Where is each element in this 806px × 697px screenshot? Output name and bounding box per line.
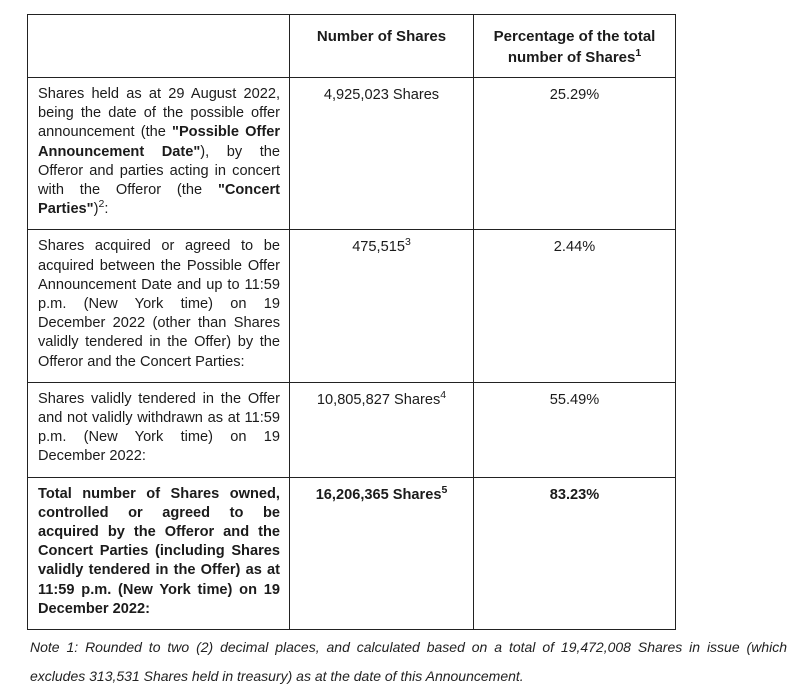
- row-label: Shares held as at 29 August 2022, being …: [27, 76, 290, 231]
- footnote-ref-1: 1: [635, 47, 642, 59]
- table-header-row: Number of Shares Percentage of the total…: [27, 14, 676, 78]
- shares-value: 4,925,023 Shares: [323, 87, 440, 103]
- table-row: Shares validly tendered in the Offer and…: [27, 381, 676, 478]
- row-number-of-shares: 475,5153: [289, 229, 474, 383]
- header-percentage-text: Percentage of the total number of Shares: [493, 28, 656, 66]
- row-number-of-shares: 4,925,023 Shares: [289, 76, 474, 231]
- row-percentage: 25.29%: [473, 76, 676, 231]
- footnote-ref: 4: [440, 388, 447, 401]
- shares-value: 10,805,827 Shares: [316, 391, 441, 408]
- header-empty-cell: [27, 14, 290, 78]
- label-segment: Total number of Shares owned, controlled…: [38, 485, 280, 617]
- footnote-ref: 3: [404, 236, 411, 249]
- share-table-body: Shares held as at 29 August 2022, being …: [27, 76, 676, 631]
- label-segment: Shares validly tendered in the Offer and…: [38, 390, 280, 465]
- label-segment: "Possible Offer Announcement Date": [38, 124, 280, 160]
- row-number-of-shares: 16,206,365 Shares5: [289, 476, 474, 631]
- row-label: Shares validly tendered in the Offer and…: [27, 381, 290, 478]
- row-percentage: 2.44%: [473, 229, 676, 383]
- header-number-of-shares: Number of Shares: [289, 14, 474, 78]
- label-segment: :: [104, 201, 109, 218]
- footnote-1-text: Note 1: Rounded to two (2) decimal place…: [30, 639, 787, 684]
- footnote-ref: 5: [441, 483, 448, 496]
- label-segment: Shares acquired or agreed to be acquired…: [38, 238, 280, 370]
- table-row: Shares acquired or agreed to be acquired…: [27, 229, 676, 383]
- label-segment: "Concert Parties": [38, 182, 280, 218]
- shares-value: 16,206,365 Shares: [315, 486, 442, 503]
- table-row: Total number of Shares owned, controlled…: [27, 476, 676, 631]
- row-number-of-shares: 10,805,827 Shares4: [289, 381, 474, 478]
- table-row: Shares held as at 29 August 2022, being …: [27, 76, 676, 231]
- label-segment: ): [93, 201, 99, 218]
- row-label: Total number of Shares owned, controlled…: [27, 476, 290, 631]
- footnote-ref: 2: [98, 198, 105, 211]
- label-segment: Shares held as at 29 August 2022, being …: [38, 86, 280, 141]
- share-ownership-table: Number of Shares Percentage of the total…: [27, 14, 676, 631]
- label-segment: ), by the Offeror and parties acting in …: [38, 143, 280, 199]
- row-percentage: 55.49%: [473, 381, 676, 478]
- row-percentage: 83.23%: [473, 476, 676, 631]
- shares-value: 475,515: [352, 239, 405, 256]
- row-label: Shares acquired or agreed to be acquired…: [27, 229, 290, 383]
- header-percentage-of-total: Percentage of the total number of Shares…: [473, 14, 676, 78]
